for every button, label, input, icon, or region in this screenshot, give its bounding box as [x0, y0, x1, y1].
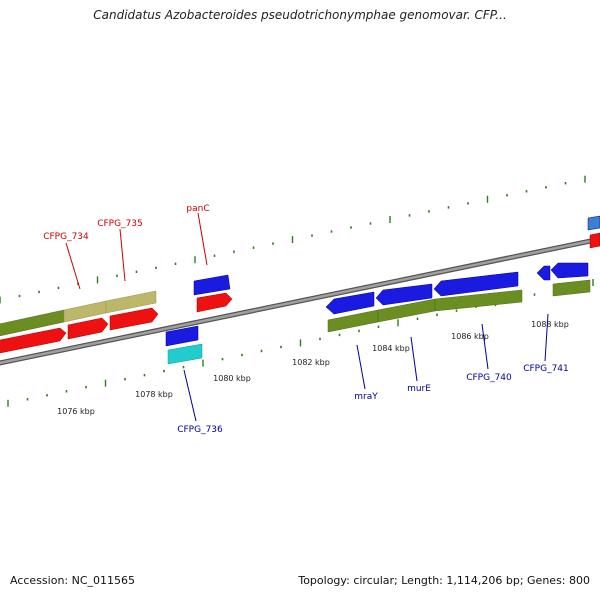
cds-track [0, 279, 591, 337]
gene-arrow-blue[interactable] [325, 291, 375, 315]
leader-line [481, 323, 489, 370]
cds-feature[interactable] [552, 279, 591, 297]
gene-label-mray[interactable]: mraY [354, 392, 378, 402]
tick-row-top [0, 175, 586, 304]
topology-summary: Topology: circular; Length: 1,114,206 bp… [298, 574, 590, 587]
scale-label: 1078 kbp [135, 390, 173, 399]
gene-arrow-blue[interactable] [550, 262, 589, 279]
scale-label: 1080 kbp [213, 374, 251, 383]
gene-arrow-red[interactable] [196, 292, 233, 313]
gene-arrow-blue[interactable] [165, 325, 199, 347]
leader-line [544, 313, 549, 362]
scale-label: 1084 kbp [372, 344, 410, 353]
scale-label: 1088 kbp [531, 320, 569, 329]
genes-forward [0, 232, 600, 355]
gene-label-cfpg-735[interactable]: CFPG_735 [97, 219, 143, 229]
scale-label: 1086 kbp [451, 332, 489, 341]
accession-text: Accession: NC_011565 [10, 574, 136, 587]
gene-label-mure[interactable]: murE [407, 384, 431, 394]
leader-line [356, 344, 366, 390]
cds-feature[interactable] [105, 290, 157, 314]
leader-line [197, 212, 208, 266]
map-title: Candidatus Azobacteroides pseudotrichony… [93, 8, 507, 22]
gene-arrow-blue[interactable] [193, 274, 231, 296]
gene-arrow-blue[interactable] [536, 265, 551, 281]
leader-line [119, 228, 126, 282]
gene-arrow-cyan[interactable] [167, 343, 203, 365]
gene-arrow-red[interactable] [0, 327, 67, 355]
cds-feature[interactable] [434, 289, 523, 312]
leader-line [65, 242, 81, 290]
genome-backbone-highlight [0, 237, 600, 365]
gene-label-panc[interactable]: panC [186, 204, 209, 214]
gene-arrow-red[interactable] [67, 317, 109, 340]
gene-labels: CFPG_734 CFPG_735 panC CFPG_736 mraY mur… [43, 204, 569, 435]
gene-label-cfpg-740[interactable]: CFPG_740 [466, 373, 512, 383]
scale-labels: 1076 kbp 1078 kbp 1080 kbp 1082 kbp 1084 kbp… [57, 320, 569, 416]
gene-arrow-blue[interactable] [375, 283, 433, 306]
gene-arrow-red[interactable] [109, 307, 159, 331]
gene-label-cfpg-741[interactable]: CFPG_741 [523, 364, 569, 374]
gene-label-cfpg-736[interactable]: CFPG_736 [177, 425, 223, 435]
gene-arrow-blue[interactable] [587, 215, 600, 231]
label-leaders [65, 212, 549, 422]
scale-label: 1082 kbp [292, 358, 330, 367]
leader-line [183, 369, 197, 422]
gene-arrow-red[interactable] [589, 232, 600, 249]
scale-label: 1076 kbp [57, 407, 95, 416]
gene-label-cfpg-734[interactable]: CFPG_734 [43, 232, 89, 242]
genes-reverse [165, 215, 600, 365]
leader-line [410, 336, 418, 382]
gene-arrow-blue[interactable] [433, 271, 519, 297]
